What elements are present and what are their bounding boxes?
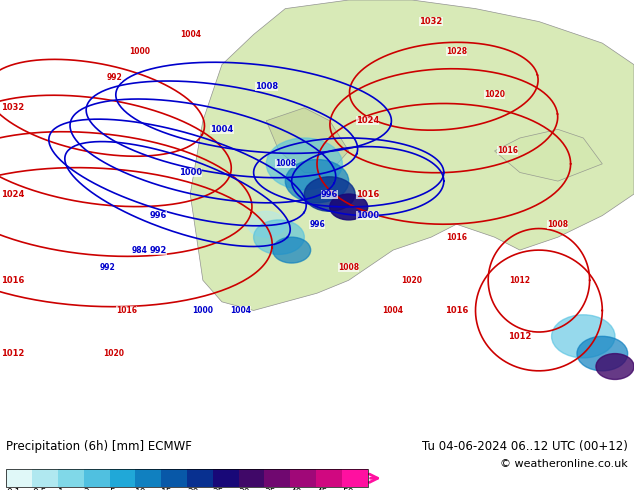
Polygon shape bbox=[495, 129, 602, 181]
Text: 5: 5 bbox=[110, 488, 115, 490]
Circle shape bbox=[304, 177, 355, 211]
Text: 992: 992 bbox=[100, 263, 115, 272]
Bar bbox=[342, 469, 368, 487]
Text: 0.5: 0.5 bbox=[32, 488, 46, 490]
Text: © weatheronline.co.uk: © weatheronline.co.uk bbox=[500, 459, 628, 468]
Polygon shape bbox=[266, 108, 349, 172]
Text: 1008: 1008 bbox=[547, 220, 569, 229]
Text: 1: 1 bbox=[58, 488, 63, 490]
Text: 992: 992 bbox=[107, 73, 122, 82]
Bar bbox=[6, 469, 368, 487]
Text: 1016: 1016 bbox=[496, 147, 518, 155]
Bar bbox=[6, 469, 32, 487]
Text: 1004: 1004 bbox=[179, 30, 201, 39]
Text: 25: 25 bbox=[213, 488, 224, 490]
Circle shape bbox=[285, 160, 349, 203]
Bar bbox=[213, 469, 238, 487]
Circle shape bbox=[254, 220, 304, 254]
Text: 1000: 1000 bbox=[179, 168, 202, 177]
Circle shape bbox=[330, 194, 368, 220]
Text: 1020: 1020 bbox=[103, 349, 125, 358]
Text: 1004: 1004 bbox=[210, 125, 233, 134]
Text: 1016: 1016 bbox=[446, 233, 467, 242]
Text: 40: 40 bbox=[290, 488, 302, 490]
Text: 996: 996 bbox=[309, 220, 325, 229]
Bar bbox=[58, 469, 84, 487]
Text: 1032: 1032 bbox=[1, 103, 24, 112]
Text: 1016: 1016 bbox=[445, 306, 468, 315]
Text: 1012: 1012 bbox=[1, 349, 24, 358]
Text: 1024: 1024 bbox=[1, 190, 24, 198]
Bar bbox=[84, 469, 110, 487]
Text: 992: 992 bbox=[150, 245, 167, 255]
Circle shape bbox=[266, 138, 342, 190]
Circle shape bbox=[273, 237, 311, 263]
Text: 1008: 1008 bbox=[338, 263, 359, 272]
Text: 50: 50 bbox=[342, 488, 353, 490]
Text: 1020: 1020 bbox=[401, 276, 423, 285]
Bar bbox=[264, 469, 290, 487]
Bar bbox=[290, 469, 316, 487]
Text: Precipitation (6h) [mm] ECMWF: Precipitation (6h) [mm] ECMWF bbox=[6, 440, 192, 453]
Bar bbox=[161, 469, 187, 487]
Text: 2: 2 bbox=[84, 488, 89, 490]
Text: 1020: 1020 bbox=[484, 90, 505, 99]
Text: 1012: 1012 bbox=[509, 276, 531, 285]
Text: 15: 15 bbox=[161, 488, 172, 490]
Text: 1016: 1016 bbox=[1, 276, 24, 285]
Text: 35: 35 bbox=[264, 488, 276, 490]
Bar bbox=[136, 469, 161, 487]
Text: 0.1: 0.1 bbox=[6, 488, 21, 490]
Text: 30: 30 bbox=[238, 488, 250, 490]
Text: 984: 984 bbox=[131, 245, 148, 255]
Text: 1004: 1004 bbox=[230, 306, 252, 315]
Circle shape bbox=[596, 354, 634, 379]
Bar bbox=[238, 469, 264, 487]
Text: 1000: 1000 bbox=[192, 306, 214, 315]
Text: 1016: 1016 bbox=[116, 306, 138, 315]
Text: 1028: 1028 bbox=[446, 47, 467, 56]
Text: 1012: 1012 bbox=[508, 332, 531, 341]
Text: 20: 20 bbox=[187, 488, 198, 490]
Bar bbox=[316, 469, 342, 487]
Circle shape bbox=[552, 315, 615, 358]
Text: 1032: 1032 bbox=[420, 17, 443, 26]
Text: 1016: 1016 bbox=[356, 190, 379, 198]
Bar bbox=[110, 469, 136, 487]
Text: 1000: 1000 bbox=[356, 211, 379, 220]
Text: 1024: 1024 bbox=[356, 116, 379, 125]
Text: 996: 996 bbox=[150, 211, 167, 220]
Text: 1000: 1000 bbox=[129, 47, 150, 56]
Circle shape bbox=[247, 211, 285, 237]
Polygon shape bbox=[190, 0, 634, 311]
Text: 45: 45 bbox=[316, 488, 328, 490]
Text: 1008: 1008 bbox=[275, 159, 296, 169]
Text: Tu 04-06-2024 06..12 UTC (00+12): Tu 04-06-2024 06..12 UTC (00+12) bbox=[422, 440, 628, 453]
Text: 1004: 1004 bbox=[382, 306, 404, 315]
Bar bbox=[32, 469, 58, 487]
Text: 10: 10 bbox=[136, 488, 147, 490]
Text: 996: 996 bbox=[321, 190, 339, 198]
Bar bbox=[187, 469, 213, 487]
Text: 1008: 1008 bbox=[255, 82, 278, 91]
Circle shape bbox=[577, 336, 628, 371]
